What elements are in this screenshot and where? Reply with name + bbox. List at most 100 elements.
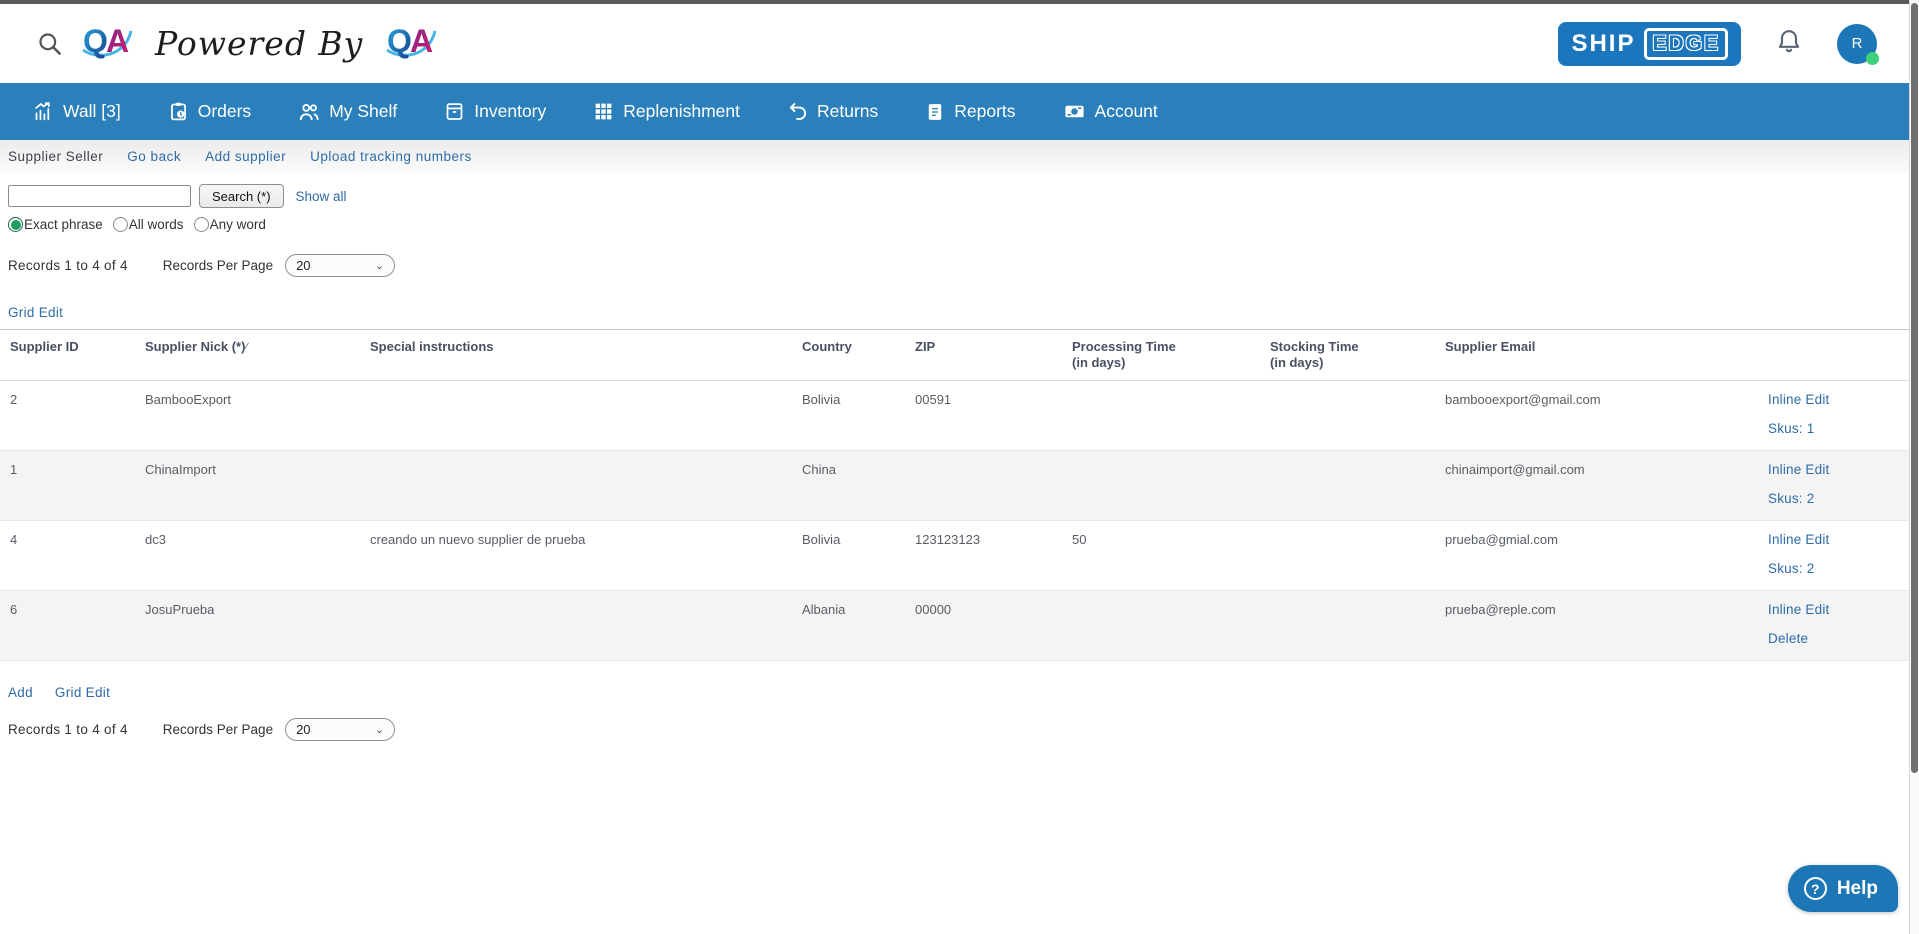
nav-item-wall[interactable]: Wall [3] — [33, 101, 121, 122]
vertical-scrollbar-track[interactable] — [1909, 0, 1919, 934]
radio-any-word-control[interactable] — [193, 217, 209, 232]
cell-country: China — [802, 450, 915, 521]
vertical-scrollbar-thumb[interactable] — [1911, 3, 1918, 773]
nav-item-label: Reports — [954, 101, 1016, 121]
svg-text:A: A — [410, 23, 433, 59]
cell-supplier-email: prueba@gmial.com — [1445, 520, 1768, 591]
col-stocking-time: Stocking Time (in days) — [1270, 329, 1445, 381]
radio-any-word[interactable]: Any word — [193, 217, 266, 232]
cell-actions: Inline Edit Skus: 2 — [1768, 520, 1919, 591]
records-per-page-select-top[interactable]: 20 ⌄ — [285, 254, 396, 277]
table-row: 2 BambooExport Bolivia 00591 bambooexpor… — [0, 380, 1919, 451]
search-button[interactable]: Search (*) — [199, 184, 284, 208]
grid-edit-link-top[interactable]: Grid Edit — [8, 305, 64, 320]
chevron-down-icon: ⌄ — [374, 260, 385, 272]
radio-all-words-control[interactable] — [112, 217, 128, 232]
add-supplier-link[interactable]: Add supplier — [205, 148, 287, 164]
col-special-instructions: Special instructions — [370, 329, 802, 381]
cell-supplier-email: prueba@reple.com — [1445, 590, 1768, 661]
radio-all-words[interactable]: All words — [112, 217, 184, 232]
col-stocking-label: Stocking Time — [1270, 339, 1359, 354]
cell-zip: 00591 — [915, 380, 1072, 451]
cell-special-instructions — [370, 590, 802, 661]
cell-zip — [915, 450, 1072, 521]
go-back-link[interactable]: Go back — [127, 148, 182, 164]
nav-item-reports[interactable]: Reports — [925, 101, 1016, 122]
nav-item-orders[interactable]: Orders — [168, 101, 251, 122]
svg-text:A: A — [106, 23, 129, 59]
upload-tracking-numbers-link[interactable]: Upload tracking numbers — [310, 148, 472, 164]
cell-supplier-id: 1 — [0, 450, 145, 521]
orders-clipboard-icon — [170, 102, 186, 121]
cell-actions: Inline Edit Skus: 1 — [1768, 380, 1919, 451]
records-per-page-label-top: Records Per Page — [162, 258, 274, 273]
user-avatar[interactable]: R — [1837, 23, 1879, 65]
svg-text:Q: Q — [387, 23, 412, 59]
cell-supplier-id: 4 — [0, 520, 145, 591]
cell-country: Bolivia — [802, 380, 915, 451]
question-mark-icon: ? — [1803, 877, 1827, 900]
nav-item-inventory[interactable]: Inventory — [444, 101, 546, 122]
cell-special-instructions — [370, 380, 802, 451]
svg-text:Q: Q — [83, 23, 108, 59]
cell-country: Bolivia — [802, 520, 915, 591]
reports-document-icon — [929, 103, 942, 120]
grid-edit-link-bottom[interactable]: Grid Edit — [54, 685, 111, 700]
inline-edit-link[interactable]: Inline Edit — [1768, 392, 1830, 407]
records-per-page-select-bottom[interactable]: 20 ⌄ — [285, 718, 396, 741]
shipedge-logo-ship: SHIP — [1571, 29, 1636, 57]
col-stocking-sub: (in days) — [1270, 355, 1324, 370]
nav-item-account[interactable]: Account — [1063, 100, 1158, 123]
cell-supplier-email: bambooexport@gmail.com — [1445, 380, 1768, 451]
qa-logo-right: Q A — [385, 19, 437, 68]
col-processing-time: Processing Time (in days) — [1072, 329, 1270, 381]
suppliers-table: Supplier ID Supplier Nick (*)∕ Special i… — [0, 329, 1919, 661]
nav-item-label: Replenishment — [623, 101, 740, 121]
col-actions — [1768, 329, 1919, 381]
nav-item-label: Inventory — [474, 101, 547, 121]
help-button-label: Help — [1836, 877, 1878, 899]
skus-link[interactable]: Skus: 1 — [1768, 421, 1815, 436]
col-country: Country — [802, 329, 915, 381]
add-link[interactable]: Add — [8, 685, 33, 700]
inline-edit-link[interactable]: Inline Edit — [1768, 462, 1830, 477]
nav-item-label: Account — [1094, 101, 1158, 121]
cell-stocking-time — [1270, 450, 1445, 521]
cell-special-instructions — [370, 450, 802, 521]
nav-item-returns[interactable]: Returns — [787, 101, 878, 122]
skus-link[interactable]: Skus: 2 — [1768, 561, 1815, 576]
show-all-link[interactable]: Show all — [295, 188, 347, 204]
shipedge-logo-edge: EDGE — [1644, 27, 1728, 60]
nav-item-label: Wall [3] — [63, 101, 121, 121]
col-supplier-nick-label: Supplier Nick (*) — [145, 339, 246, 354]
help-button[interactable]: ? Help — [1787, 865, 1898, 912]
notifications-bell-icon[interactable] — [1775, 27, 1803, 60]
delete-link[interactable]: Delete — [1768, 631, 1809, 646]
cell-supplier-id: 2 — [0, 380, 145, 451]
records-count-top: Records 1 to 4 of 4 — [8, 258, 128, 273]
search-icon[interactable] — [36, 30, 63, 57]
nav-item-replenishment[interactable]: Replenishment — [593, 101, 740, 122]
col-supplier-id: Supplier ID — [0, 329, 145, 381]
cell-special-instructions: creando un nuevo supplier de prueba — [370, 520, 802, 591]
chevron-down-icon: ⌄ — [374, 724, 385, 736]
online-status-dot — [1866, 51, 1879, 65]
col-supplier-nick[interactable]: Supplier Nick (*)∕ — [145, 329, 370, 381]
radio-exact-phrase[interactable]: Exact phrase — [8, 217, 103, 232]
inline-edit-link[interactable]: Inline Edit — [1768, 532, 1830, 547]
skus-link[interactable]: Skus: 2 — [1768, 491, 1815, 506]
search-input[interactable] — [8, 185, 191, 207]
nav-item-my-shelf[interactable]: My Shelf — [298, 101, 397, 123]
records-per-page-value-bottom: 20 — [296, 722, 311, 737]
table-row: 1 ChinaImport China chinaimport@gmail.co… — [0, 450, 1919, 521]
inline-edit-link[interactable]: Inline Edit — [1768, 602, 1830, 617]
cell-supplier-email: chinaimport@gmail.com — [1445, 450, 1768, 521]
account-wallet-icon — [1064, 105, 1084, 118]
cell-zip: 00000 — [915, 590, 1072, 661]
page-title: Supplier Seller — [8, 148, 104, 164]
cell-stocking-time — [1270, 380, 1445, 451]
sort-icon[interactable]: ∕ — [245, 340, 248, 354]
radio-exact-phrase-label: Exact phrase — [24, 217, 103, 232]
col-zip: ZIP — [915, 329, 1072, 381]
radio-exact-phrase-control[interactable] — [8, 217, 23, 232]
